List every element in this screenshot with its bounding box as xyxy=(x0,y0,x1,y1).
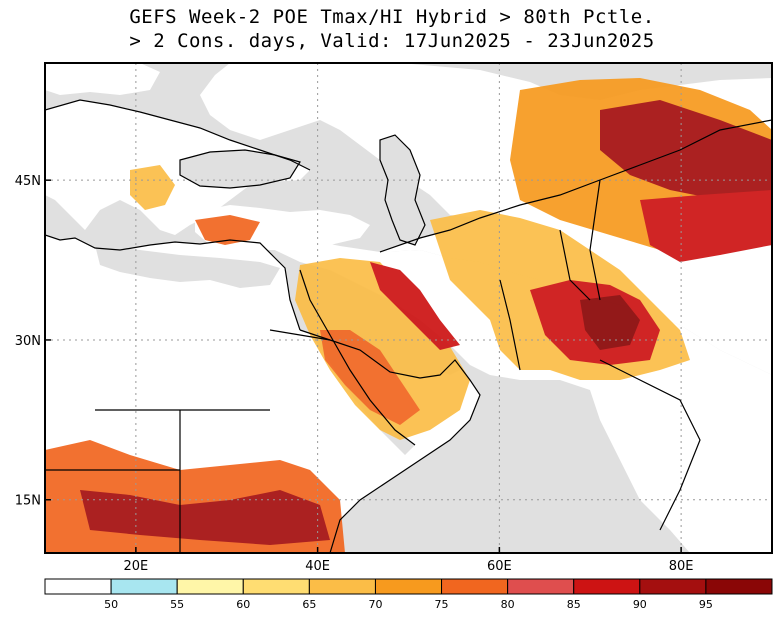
title-line-1: GEFS Week-2 POE Tmax/HI Hybrid > 80th Pc… xyxy=(129,6,655,28)
map-grid xyxy=(45,63,772,553)
country-borders xyxy=(45,99,772,553)
colorbar-label: 80 xyxy=(501,598,515,611)
colorbar-swatch xyxy=(374,578,443,595)
colorbar-label: 95 xyxy=(699,598,713,611)
colorbar-swatch xyxy=(110,578,178,595)
colorbar-label: 55 xyxy=(170,598,184,611)
colorbar-label: 75 xyxy=(435,598,449,611)
shade-east xyxy=(640,190,772,262)
y-tick-label: 45N xyxy=(15,174,41,189)
x-axis: 20E 40E 60E 80E xyxy=(123,547,694,574)
probability-shading xyxy=(45,78,772,553)
shade-arabia xyxy=(295,258,470,440)
colorbar-swatch xyxy=(507,578,575,595)
colorbar-swatch xyxy=(639,578,707,595)
colorbar-label: 60 xyxy=(236,598,250,611)
shade-sahel-core xyxy=(80,490,330,545)
x-tick-label: 60E xyxy=(487,559,512,574)
shade-pakistan-core xyxy=(580,295,640,350)
colorbar-swatch xyxy=(308,578,376,595)
y-tick-label: 15N xyxy=(15,494,41,509)
colorbar: 50 55 60 65 70 75 80 85 90 95 xyxy=(44,578,773,611)
mediterranean-sea xyxy=(95,245,280,288)
colorbar-label: 70 xyxy=(368,598,382,611)
black-sea xyxy=(180,150,300,188)
shade-iraq xyxy=(370,262,460,350)
map-plot-area xyxy=(45,63,772,553)
map-frame xyxy=(44,62,773,554)
x-tick-label: 20E xyxy=(123,559,148,574)
colorbar-label: 50 xyxy=(104,598,118,611)
colorbar-swatch xyxy=(705,578,773,595)
shade-turkey xyxy=(195,215,260,245)
colorbar-swatch xyxy=(573,578,641,595)
colorbar-swatch xyxy=(44,578,112,595)
colorbar-swatch xyxy=(176,578,244,595)
y-tick-label: 30N xyxy=(15,334,41,349)
colorbar-label: 85 xyxy=(567,598,581,611)
x-tick-label: 40E xyxy=(305,559,330,574)
title-line-2: > 2 Cons. days, Valid: 17Jun2025 - 23Jun… xyxy=(129,30,655,52)
y-axis: 45N 30N 15N xyxy=(15,174,51,509)
colorbar-label: 90 xyxy=(633,598,647,611)
shade-arabia-core xyxy=(320,330,420,425)
colorbar-label: 65 xyxy=(302,598,316,611)
colorbar-swatch xyxy=(441,578,509,595)
x-tick-label: 80E xyxy=(669,559,694,574)
shade-balkans xyxy=(130,165,175,210)
shade-kazakh-core xyxy=(600,100,772,200)
colorbar-swatch xyxy=(242,578,310,595)
